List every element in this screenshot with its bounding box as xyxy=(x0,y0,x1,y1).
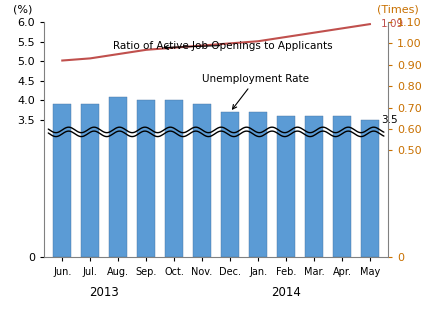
Text: 2013: 2013 xyxy=(90,286,119,299)
Bar xyxy=(305,116,323,257)
Bar xyxy=(53,104,71,257)
Bar xyxy=(361,120,379,257)
Bar xyxy=(109,97,127,257)
Bar xyxy=(333,116,351,257)
Bar xyxy=(277,116,295,257)
Bar xyxy=(193,104,211,257)
Bar xyxy=(137,100,155,257)
Text: (Times): (Times) xyxy=(377,5,419,15)
Bar xyxy=(81,104,99,257)
Bar xyxy=(165,100,183,257)
Text: 1.09: 1.09 xyxy=(381,19,404,29)
Text: (%): (%) xyxy=(13,5,33,15)
Text: 3.5: 3.5 xyxy=(381,115,398,125)
Text: Ratio of Active Job Openings to Applicants: Ratio of Active Job Openings to Applican… xyxy=(112,41,332,51)
Bar xyxy=(221,112,239,257)
Text: Unemployment Rate: Unemployment Rate xyxy=(202,74,309,109)
Text: 2014: 2014 xyxy=(271,286,301,299)
Bar xyxy=(249,112,267,257)
